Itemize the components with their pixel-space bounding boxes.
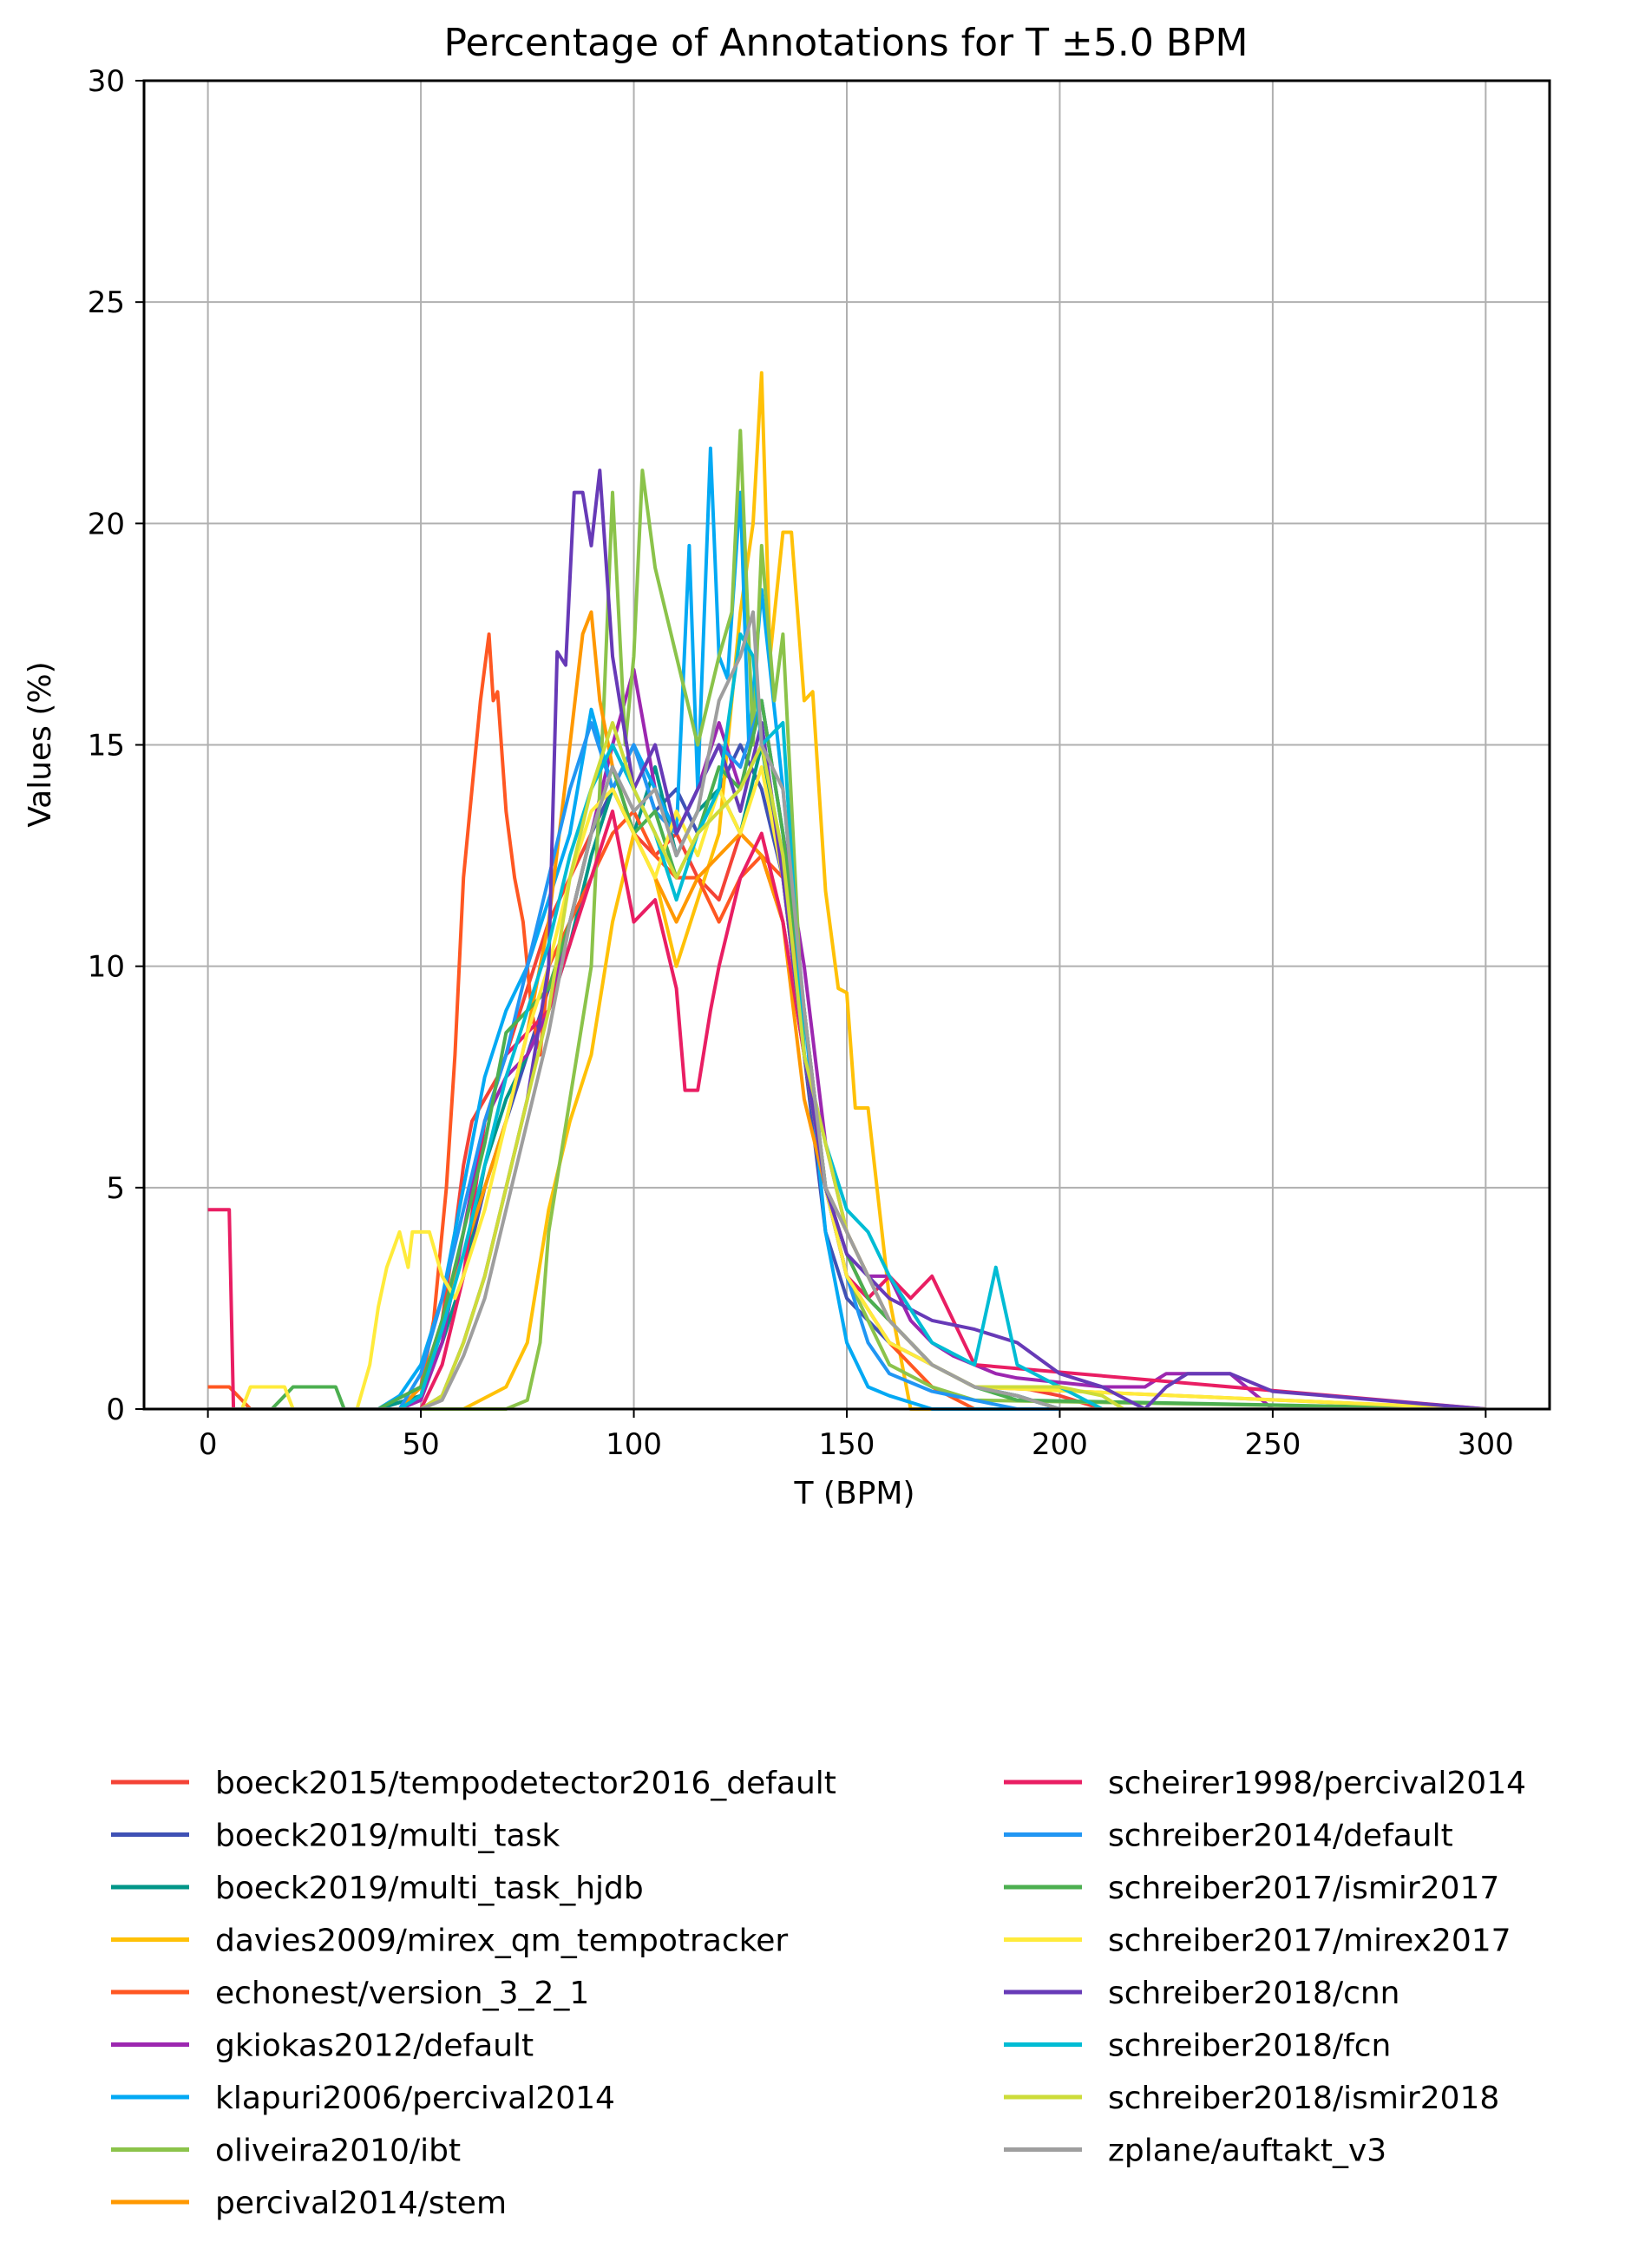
y-tick-label: 25 xyxy=(88,285,125,320)
legend-label: schreiber2014/default xyxy=(1108,1819,1453,1854)
legend-label: oliveira2010/ibt xyxy=(215,2134,461,2169)
x-tick-label: 50 xyxy=(402,1427,439,1462)
series-line xyxy=(207,370,1486,1411)
legend-label: percival2014/stem xyxy=(215,2186,507,2221)
x-tick-label: 200 xyxy=(1032,1427,1088,1462)
x-tick-label: 250 xyxy=(1244,1427,1301,1462)
x-tick-label: 0 xyxy=(199,1427,218,1462)
y-tick-label: 20 xyxy=(88,507,125,541)
legend-label: davies2009/mirex_qm_tempotracker xyxy=(215,1924,788,1959)
x-axis-label: T (BPM) xyxy=(794,1476,915,1511)
y-tick-label: 0 xyxy=(106,1393,125,1427)
legend-label: echonest/version_3_2_1 xyxy=(215,1976,589,2011)
y-tick-label: 10 xyxy=(88,950,125,985)
x-tick-label: 150 xyxy=(819,1427,875,1462)
series-lines xyxy=(207,370,1486,1411)
series-line xyxy=(207,610,1486,1411)
x-tick-label: 300 xyxy=(1458,1427,1514,1462)
y-tick-label: 30 xyxy=(88,64,125,99)
legend-label: schreiber2017/ismir2017 xyxy=(1108,1871,1499,1906)
legend-label: zplane/auftakt_v3 xyxy=(1108,2134,1386,2169)
legend-label: schreiber2018/ismir2018 xyxy=(1108,2081,1499,2116)
legend-label: schreiber2018/fcn xyxy=(1108,2029,1391,2064)
legend-label: boeck2015/tempodetector2016_default xyxy=(215,1766,836,1801)
y-tick-label: 5 xyxy=(106,1171,125,1206)
legend: boeck2015/tempodetector2016_defaultboeck… xyxy=(111,1766,1526,2221)
legend-label: boeck2019/multi_task xyxy=(215,1819,560,1854)
legend-label: scheirer1998/percival2014 xyxy=(1108,1766,1526,1801)
legend-label: schreiber2018/cnn xyxy=(1108,1976,1400,2011)
chart-title: Percentage of Annotations for T ±5.0 BPM xyxy=(444,21,1249,65)
x-tick-label: 100 xyxy=(606,1427,662,1462)
legend-label: schreiber2017/mirex2017 xyxy=(1108,1924,1511,1959)
ticks: 0 50 100 150 200 250 300 0 5 10 15 20 25 30 xyxy=(88,64,1514,1462)
y-axis-label: Values (%) xyxy=(23,661,58,827)
legend-label: boeck2019/multi_task_hjdb xyxy=(215,1871,644,1906)
legend-label: gkiokas2012/default xyxy=(215,2029,534,2064)
y-tick-label: 15 xyxy=(88,729,125,764)
legend-label: klapuri2006/percival2014 xyxy=(215,2081,615,2116)
series-line xyxy=(207,632,1486,1411)
